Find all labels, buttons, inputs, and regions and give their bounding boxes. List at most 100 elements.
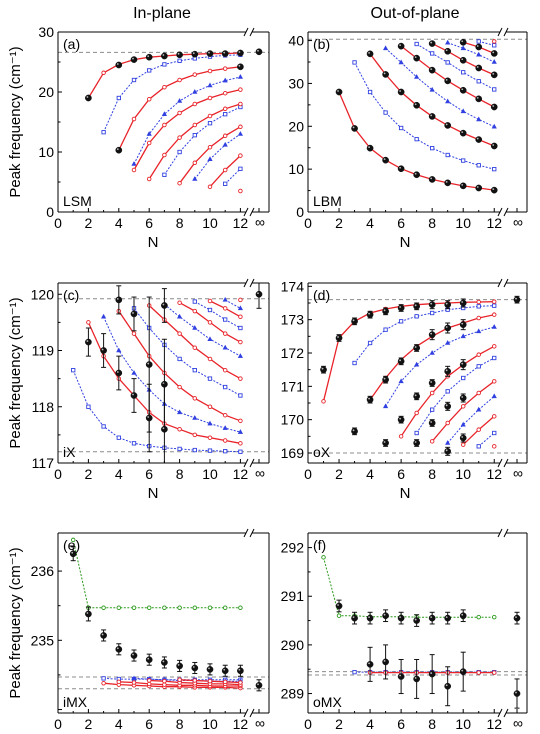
blue-series-point bbox=[492, 43, 497, 48]
blue-series-point bbox=[207, 420, 213, 426]
red-series-point bbox=[146, 140, 152, 146]
measured-point bbox=[413, 344, 420, 352]
x-tick-label: 8 bbox=[176, 466, 184, 482]
red-series-point bbox=[207, 298, 213, 304]
panel-b: 0 2 4 6 8 10 12 ∞ 0 10 20 30 40 N (b) LBM bbox=[288, 27, 528, 251]
measured-point bbox=[490, 71, 498, 79]
measured-point bbox=[237, 63, 244, 71]
blue-series-point bbox=[476, 79, 481, 84]
measured-point bbox=[413, 617, 420, 624]
blue-series-point bbox=[382, 45, 389, 51]
panel-mode-label: iMX bbox=[63, 694, 88, 710]
measured-point bbox=[428, 176, 436, 183]
green-series-point bbox=[116, 605, 122, 611]
measured-point bbox=[176, 51, 183, 59]
measured-highlight bbox=[430, 41, 433, 44]
red-series-point bbox=[476, 427, 481, 432]
panel-tag: (e) bbox=[63, 537, 80, 553]
blue-series-point bbox=[116, 95, 121, 101]
red-series-point bbox=[101, 680, 106, 686]
x-tick-label-infinity: ∞ bbox=[255, 214, 265, 230]
red-series-point bbox=[207, 68, 213, 74]
y-tick-label: 235 bbox=[31, 632, 55, 648]
measured-point bbox=[397, 304, 405, 312]
blue-series-point bbox=[476, 304, 481, 309]
measured-highlight bbox=[238, 668, 241, 671]
red-series-point bbox=[131, 167, 137, 173]
axis-break-mark bbox=[497, 708, 503, 718]
measured-point bbox=[459, 434, 467, 442]
measured-highlight bbox=[162, 303, 165, 306]
measured-highlight bbox=[399, 44, 402, 47]
measured-point bbox=[413, 302, 420, 310]
blue-series-point bbox=[131, 441, 137, 446]
blue-series-point bbox=[100, 313, 107, 319]
green-series-point bbox=[238, 605, 243, 611]
x-tick-label: 6 bbox=[397, 716, 405, 732]
measured-point bbox=[397, 416, 405, 424]
measured-highlight bbox=[321, 367, 324, 370]
x-tick-label: 12 bbox=[233, 466, 249, 482]
measured-point bbox=[459, 56, 467, 64]
measured-highlight bbox=[414, 103, 417, 106]
x-tick-label: 2 bbox=[335, 716, 343, 732]
axis-break-mark bbox=[249, 278, 255, 288]
measured-highlight bbox=[430, 332, 433, 335]
measured-point bbox=[413, 171, 420, 179]
red-series-point bbox=[414, 410, 419, 416]
red-series-point bbox=[238, 297, 243, 303]
measured-point bbox=[459, 612, 467, 620]
x-tick-label: 4 bbox=[115, 215, 123, 231]
blue-series-point bbox=[222, 296, 228, 302]
measured-highlight bbox=[177, 664, 180, 666]
blue-series-point bbox=[177, 58, 182, 63]
x-tick-label: 8 bbox=[176, 716, 184, 732]
measured-point bbox=[413, 675, 420, 683]
blue-series-line bbox=[385, 326, 495, 407]
measured-highlight bbox=[116, 297, 119, 300]
y-tick-label: 0 bbox=[46, 204, 54, 220]
panel-tag: (a) bbox=[63, 36, 80, 52]
red-series-point bbox=[101, 70, 106, 76]
measured-point bbox=[366, 144, 374, 152]
blue-series-point bbox=[238, 166, 243, 171]
x-tick-label: 12 bbox=[233, 716, 249, 732]
red-series-line bbox=[103, 682, 241, 689]
measured-point bbox=[444, 47, 452, 55]
measured-highlight bbox=[147, 55, 150, 58]
measured-point bbox=[130, 56, 138, 63]
blue-series-line bbox=[224, 299, 241, 309]
x-axis-title: N bbox=[148, 485, 159, 502]
red-series-point bbox=[207, 404, 213, 410]
blue-series-line bbox=[133, 76, 241, 165]
measured-point bbox=[459, 668, 467, 675]
blue-series-point bbox=[352, 360, 357, 366]
measured-highlight bbox=[368, 146, 370, 149]
y-tick-label: 20 bbox=[288, 118, 304, 134]
measured-point bbox=[459, 321, 467, 329]
measured-point bbox=[428, 66, 436, 74]
measured-point bbox=[444, 122, 452, 129]
red-series-point bbox=[162, 122, 167, 128]
measured-point bbox=[413, 392, 420, 400]
measured-highlight bbox=[430, 381, 433, 383]
measured-point bbox=[115, 61, 123, 69]
axis-break-mark bbox=[503, 708, 509, 718]
red-series-point bbox=[398, 434, 404, 439]
measured-highlight bbox=[162, 660, 165, 663]
blue-series-point bbox=[192, 133, 197, 138]
measured-point bbox=[335, 602, 343, 610]
measured-highlight bbox=[132, 393, 134, 396]
blue-series-point bbox=[116, 435, 121, 440]
measured-highlight bbox=[368, 51, 370, 54]
green-series-point bbox=[146, 605, 152, 611]
measured-highlight bbox=[208, 667, 210, 670]
blue-series-line bbox=[103, 316, 241, 433]
measured-highlight bbox=[461, 322, 464, 325]
measured-point bbox=[366, 396, 374, 404]
measured-point bbox=[145, 656, 153, 664]
red-series-point bbox=[86, 320, 91, 325]
blue-series-point bbox=[131, 77, 137, 83]
green-series-point bbox=[476, 614, 481, 620]
column-title-in-plane: In-plane bbox=[133, 5, 191, 22]
